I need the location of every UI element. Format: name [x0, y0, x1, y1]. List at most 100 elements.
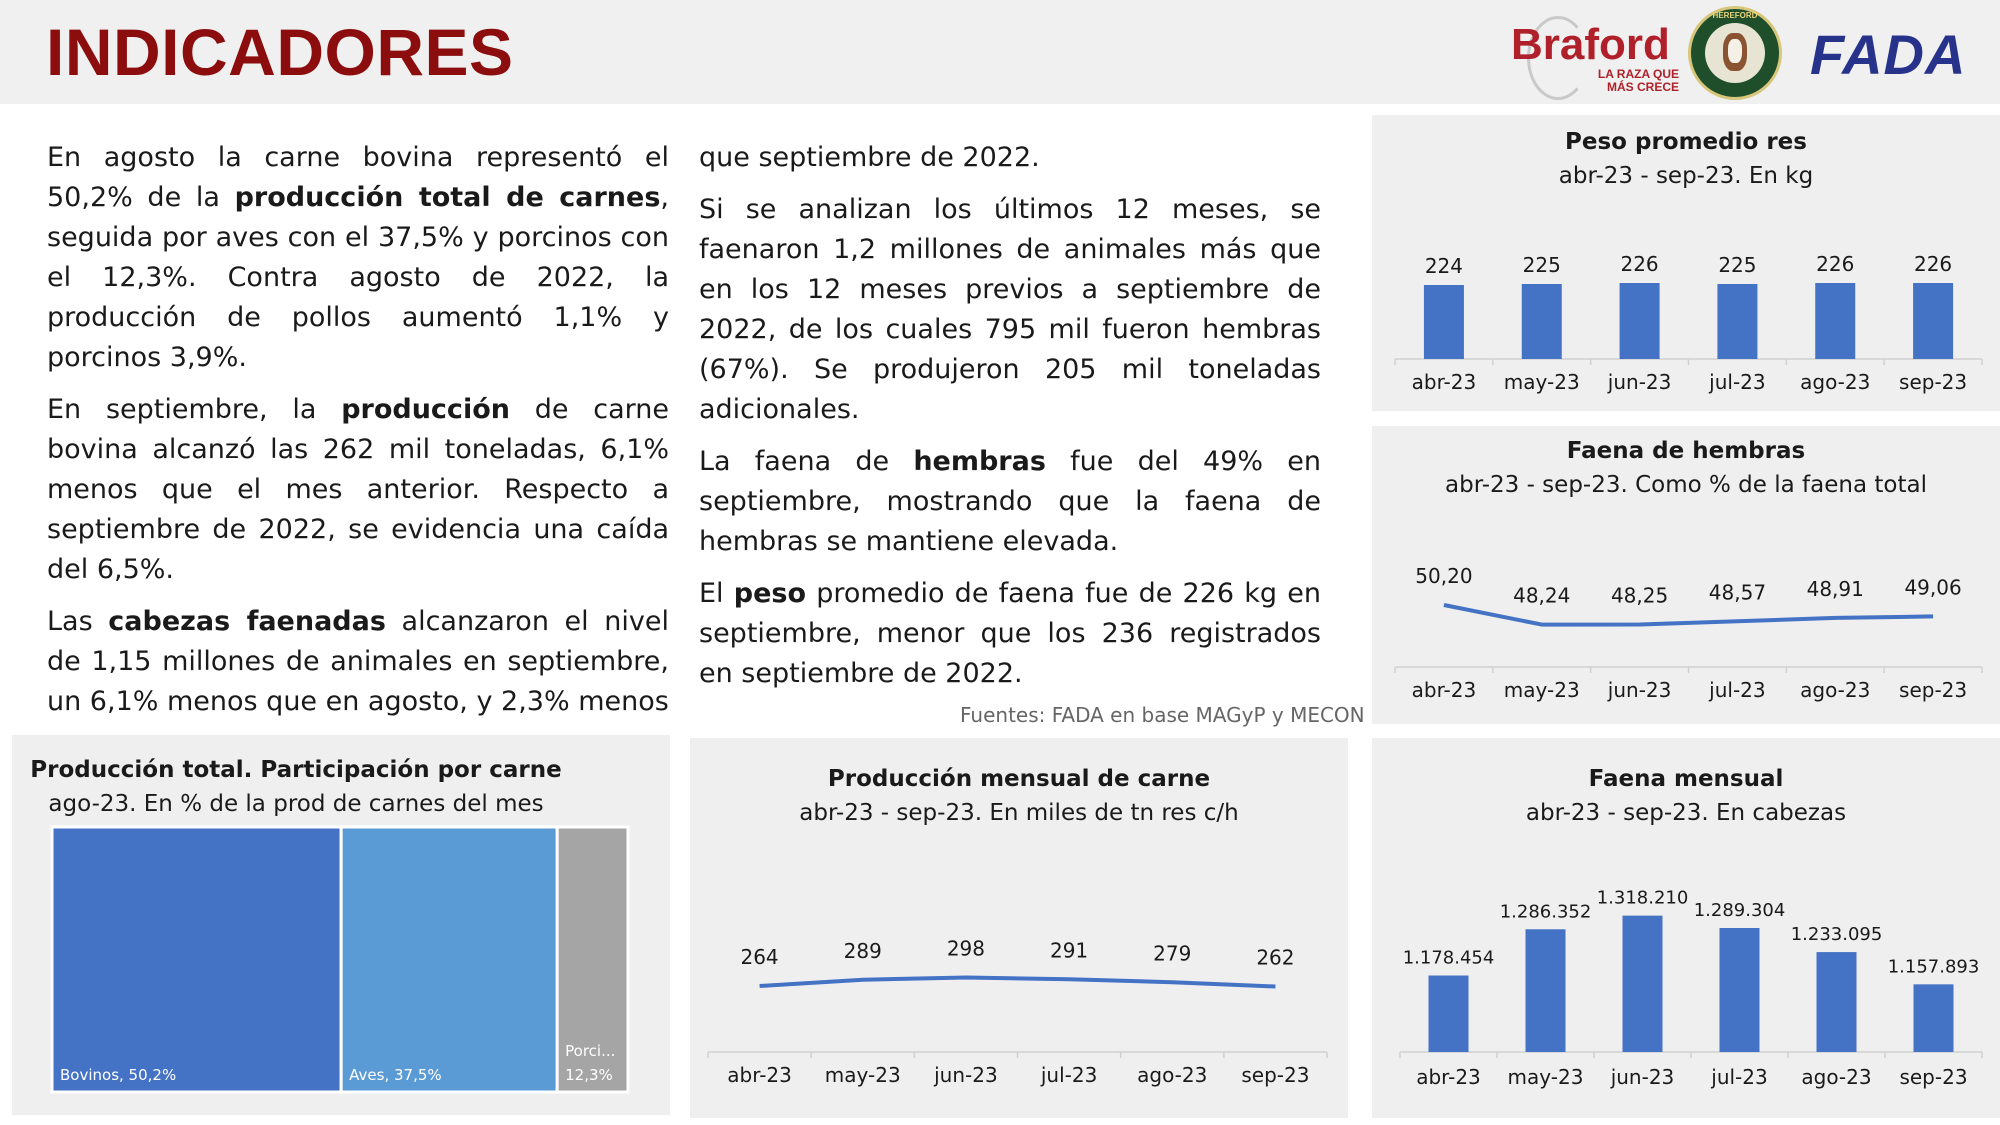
- data-label: 50,20: [1415, 564, 1472, 588]
- data-label: 264: [740, 945, 778, 969]
- data-label: 291: [1050, 938, 1088, 962]
- hereford-seal: [1705, 23, 1765, 83]
- text-column-right: que septiembre de 2022. Si se analizan l…: [699, 138, 1321, 706]
- data-label: 224: [1425, 254, 1463, 278]
- x-tick-label: sep-23: [1241, 1063, 1309, 1087]
- data-label: 262: [1256, 946, 1294, 970]
- paragraph-production: En septiembre, la producción de carne bo…: [47, 394, 669, 585]
- data-label: 1.233.095: [1791, 924, 1883, 945]
- chart-svg: 50,20 abr-23 48,24 may-23 48,25 jun-23 48,57 ju…: [1394, 564, 1983, 702]
- braford-arc-icon: [1527, 16, 1589, 100]
- fada-logo: FADA: [1810, 23, 1967, 86]
- cow-face-icon: [1728, 39, 1742, 63]
- bar: [1913, 984, 1954, 1052]
- data-label: 1.318.210: [1597, 888, 1689, 909]
- bar: [1423, 285, 1464, 359]
- data-label: 1.157.893: [1888, 956, 1980, 977]
- bar: [1428, 975, 1469, 1052]
- data-label: 279: [1153, 941, 1191, 965]
- sources-note: Fuentes: FADA en base MAGyP y MECON: [960, 703, 1365, 727]
- data-label: 226: [1914, 252, 1952, 276]
- x-tick-label: may-23: [1508, 1065, 1584, 1089]
- data-label: 225: [1523, 253, 1561, 277]
- data-label: 48,91: [1807, 577, 1864, 601]
- x-tick-label: jun-23: [1607, 370, 1672, 394]
- chart-title: Faena de hembras: [1566, 438, 1806, 464]
- data-label: 226: [1620, 252, 1658, 276]
- paragraph-weight: El peso promedio de faena fue de 226 kg …: [699, 578, 1321, 689]
- chart-svg: 264 abr-23 289 may-23 298 jun-23 291 jul-23 279 a…: [707, 937, 1328, 1087]
- series-line: [1443, 603, 1934, 627]
- x-tick-label: sep-23: [1899, 678, 1967, 702]
- data-label: 298: [947, 937, 985, 961]
- chart-svg: 224 abr-23 225 may-23 226 jun-23 225 jul-23 226 a…: [1394, 252, 1983, 394]
- chart-subtitle: ago-23. En % de la prod de carnes del me…: [48, 791, 544, 817]
- bar: [1719, 928, 1760, 1052]
- data-label: 226: [1816, 252, 1854, 276]
- paragraph-production-share: En agosto la carne bovina representó el …: [47, 142, 669, 373]
- data-label: 1.178.454: [1403, 948, 1495, 969]
- page-title: INDICADORES: [46, 15, 514, 89]
- x-tick-label: jul-23: [1708, 370, 1765, 394]
- braford-logo: Braford LA RAZA QUE MÁS CRECE: [1505, 14, 1695, 100]
- chart-panel-peso: Peso promedio res abr-23 - sep-23. En kg…: [1372, 115, 2000, 411]
- data-label: 1.289.304: [1694, 900, 1786, 921]
- data-label: 289: [844, 939, 882, 963]
- paragraph-continuation: que septiembre de 2022.: [699, 142, 1040, 173]
- bar: [1622, 915, 1663, 1052]
- hereford-logo: HEREFORD: [1688, 6, 1782, 100]
- x-tick-label: jun-23: [1610, 1065, 1675, 1089]
- paragraph-twelve-months: Si se analizan los últimos 12 meses, se …: [699, 194, 1321, 425]
- x-tick-label: ago-23: [1800, 678, 1870, 702]
- chart-panel-participacion: Producción total. Participación por carn…: [12, 735, 670, 1115]
- data-label: 48,57: [1709, 580, 1766, 604]
- treemap-tile: [339, 825, 559, 1094]
- chart-panel-produccion: Producción mensual de carne abr-23 - sep…: [690, 738, 1348, 1118]
- x-tick-label: jun-23: [933, 1063, 998, 1087]
- bar: [1815, 283, 1856, 359]
- braford-logo-word: Braford: [1511, 20, 1670, 69]
- braford-tagline-line-2: MÁS CRECE: [1606, 80, 1679, 94]
- x-tick-label: sep-23: [1899, 1065, 1967, 1089]
- x-tick-label: abr-23: [1412, 370, 1477, 394]
- chart-subtitle: abr-23 - sep-23. En cabezas: [1525, 800, 1847, 826]
- chart-subtitle: abr-23 - sep-23. En kg: [1558, 163, 1814, 189]
- bar: [1521, 284, 1562, 359]
- x-tick-label: ago-23: [1800, 370, 1870, 394]
- hereford-logo-text: HEREFORD: [1691, 11, 1779, 20]
- chart-subtitle: abr-23 - sep-23. En miles de tn res c/h: [799, 800, 1239, 826]
- x-tick-label: may-23: [1504, 678, 1580, 702]
- x-tick-label: ago-23: [1137, 1063, 1207, 1087]
- x-tick-label: jul-23: [1710, 1065, 1767, 1089]
- bar: [1619, 283, 1660, 359]
- treemap-tile: [50, 825, 343, 1094]
- x-tick-label: jun-23: [1607, 678, 1672, 702]
- chart-title: Producción mensual de carne: [827, 766, 1211, 792]
- bar: [1525, 929, 1566, 1052]
- x-tick-label: sep-23: [1899, 370, 1967, 394]
- x-tick-label: may-23: [1504, 370, 1580, 394]
- braford-logo-tagline: LA RAZA QUE MÁS CRECE: [1595, 68, 1679, 94]
- chart-title: Faena mensual: [1588, 766, 1784, 792]
- data-label: 1.286.352: [1500, 901, 1592, 922]
- x-tick-label: abr-23: [1416, 1065, 1481, 1089]
- x-tick-label: may-23: [825, 1063, 901, 1087]
- x-tick-label: ago-23: [1801, 1065, 1871, 1089]
- tile-label: Bovinos, 50,2%: [60, 1066, 176, 1084]
- bar: [1816, 952, 1857, 1052]
- x-tick-label: jul-23: [1040, 1063, 1097, 1087]
- chart-title: Peso promedio res: [1565, 129, 1807, 155]
- chart-svg: Bovinos, 50,2% Aves, 37,5% Porci... 12,3%: [50, 825, 630, 1094]
- data-label: 225: [1718, 253, 1756, 277]
- braford-tagline-line-1: LA RAZA QUE: [1597, 67, 1679, 81]
- chart-title: Producción total. Participación por carn…: [30, 757, 562, 783]
- chart-panel-faena: Faena mensual abr-23 - sep-23. En cabeza…: [1372, 738, 2000, 1118]
- x-tick-label: jul-23: [1708, 678, 1765, 702]
- data-label: 49,06: [1904, 575, 1961, 599]
- bar: [1717, 284, 1758, 359]
- data-label: 48,24: [1513, 584, 1570, 608]
- paragraph-heads: Las cabezas faenadas alcanzaron el nivel…: [47, 606, 669, 717]
- chart-panel-hembras: Faena de hembras abr-23 - sep-23. Como %…: [1372, 426, 2000, 724]
- tile-value: 12,3%: [565, 1066, 613, 1084]
- series-line: [759, 975, 1276, 989]
